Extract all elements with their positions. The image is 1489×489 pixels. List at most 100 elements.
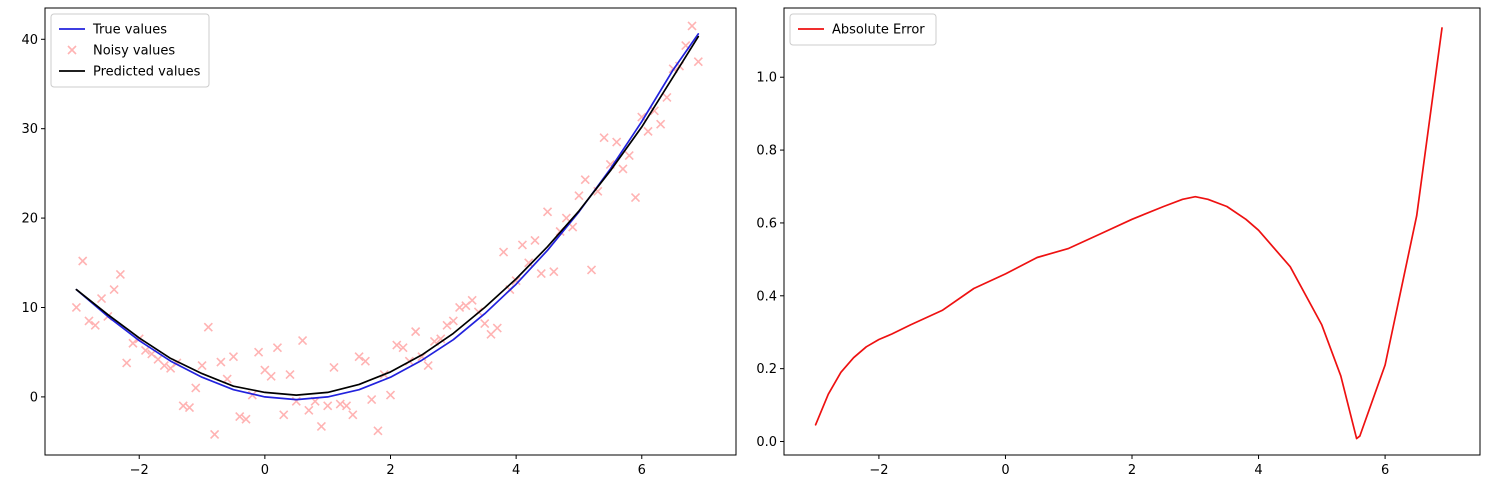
legend-label: Predicted values [93,65,201,80]
scatter-point [630,192,641,203]
scatter-point [643,126,653,136]
left-x-tick-label: 0 [261,463,269,478]
scatter-point [210,429,220,440]
left-x-tick-label: 4 [512,463,520,478]
left-y-tick-label: 10 [21,301,38,316]
scatter-point [568,222,578,232]
scatter-point [241,414,251,424]
left-x-tick-label: 6 [638,463,646,478]
scatter-point [612,137,622,147]
left-y-tick-label: 20 [21,212,38,227]
scatter-point [373,426,383,436]
right-x-tick-label: 6 [1381,463,1389,478]
scatter-point [492,323,502,333]
left-plot-marks [71,21,703,440]
scatter-point [536,268,546,279]
series-line-absolute-error [814,27,1443,440]
right-y-tick-label: 0.0 [756,435,777,450]
scatter-point [304,405,314,415]
scatter-point [360,356,370,366]
scatter-point [285,369,295,380]
scatter-point [184,403,195,413]
scatter-point [247,390,257,400]
scatter-point [354,352,364,362]
right-x-tick-label: 0 [1001,463,1009,478]
scatter-point [448,316,458,326]
right-y-tick-label: 0.6 [756,216,777,231]
scatter-point [517,240,527,250]
right-x-tick-label: 4 [1254,463,1262,478]
scatter-point [467,295,477,305]
scatter-point [90,320,100,330]
legend-label: True values [92,23,167,38]
right-y-tick-label: 0.8 [756,144,777,159]
left-panel: −2 0 2 4 6 0 10 20 30 40 True values Noisy values P… [21,7,737,478]
scatter-point [687,21,697,31]
scatter-point [96,293,107,304]
scatter-point [191,383,201,393]
legend-marker-handle [67,45,77,55]
scatter-point [656,119,666,129]
scatter-point [455,302,465,313]
scatter-point [586,265,597,275]
scatter-point [411,327,421,337]
scatter-point [84,316,94,326]
legend-box [50,13,210,88]
left-y-tick-label: 0 [30,390,38,405]
scatter-point [662,92,672,102]
scatter-point [511,276,521,286]
right-x-tick-label: 2 [1128,463,1136,478]
scatter-point [398,343,408,353]
scatter-point [549,267,559,277]
scatter-point [574,191,584,201]
right-x-tick-label: −2 [869,463,888,478]
scatter-point [159,361,169,371]
scatter-point [140,345,151,355]
scatter-point [580,175,590,185]
series-line-predicted-values [75,35,700,396]
scatter-point [272,343,282,353]
scatter-point [442,320,452,330]
scatter-point [423,361,433,371]
scatter-point [178,401,188,411]
legend-box [789,13,937,46]
scatter-point [316,421,326,431]
scatter-point [480,319,490,329]
scatter-point [71,302,81,313]
scatter-point [530,235,540,246]
scatter-point [392,340,402,350]
scatter-point [115,269,125,279]
scatter-point [436,334,446,344]
right-axis-ticks: −2 0 2 4 6 0.0 0.2 0.4 0.6 0.8 1.0 [756,71,1389,478]
scatter-point [323,401,333,411]
scatter-point [499,247,509,257]
scatter-point [329,362,339,372]
legend-label: Absolute Error [832,23,925,38]
scatter-point [197,361,207,371]
left-y-tick-label: 30 [21,122,38,137]
scatter-point [122,358,132,368]
right-plot-marks [814,27,1443,440]
right-legend: Absolute Error [789,13,937,46]
scatter-point [649,106,659,116]
right-y-tick-label: 0.4 [756,289,777,304]
right-y-tick-label: 0.2 [756,362,777,377]
scatter-point [235,411,245,422]
scatter-point [341,401,352,411]
right-panel: −2 0 2 4 6 0.0 0.2 0.4 0.6 0.8 1.0 Absolute Error [756,7,1481,478]
scatter-point [228,352,239,362]
scatter-point [693,57,703,67]
scatter-point [203,322,213,332]
right-y-tick-label: 1.0 [756,71,777,86]
scatter-point [254,347,264,357]
scatter-point [216,357,226,367]
scatter-point [348,410,358,420]
scatter-point [279,410,289,420]
legend-label: Noisy values [93,44,175,59]
left-y-tick-label: 40 [21,33,38,48]
scatter-point [222,374,232,384]
scatter-point [599,133,609,143]
scatter-point [335,399,345,409]
